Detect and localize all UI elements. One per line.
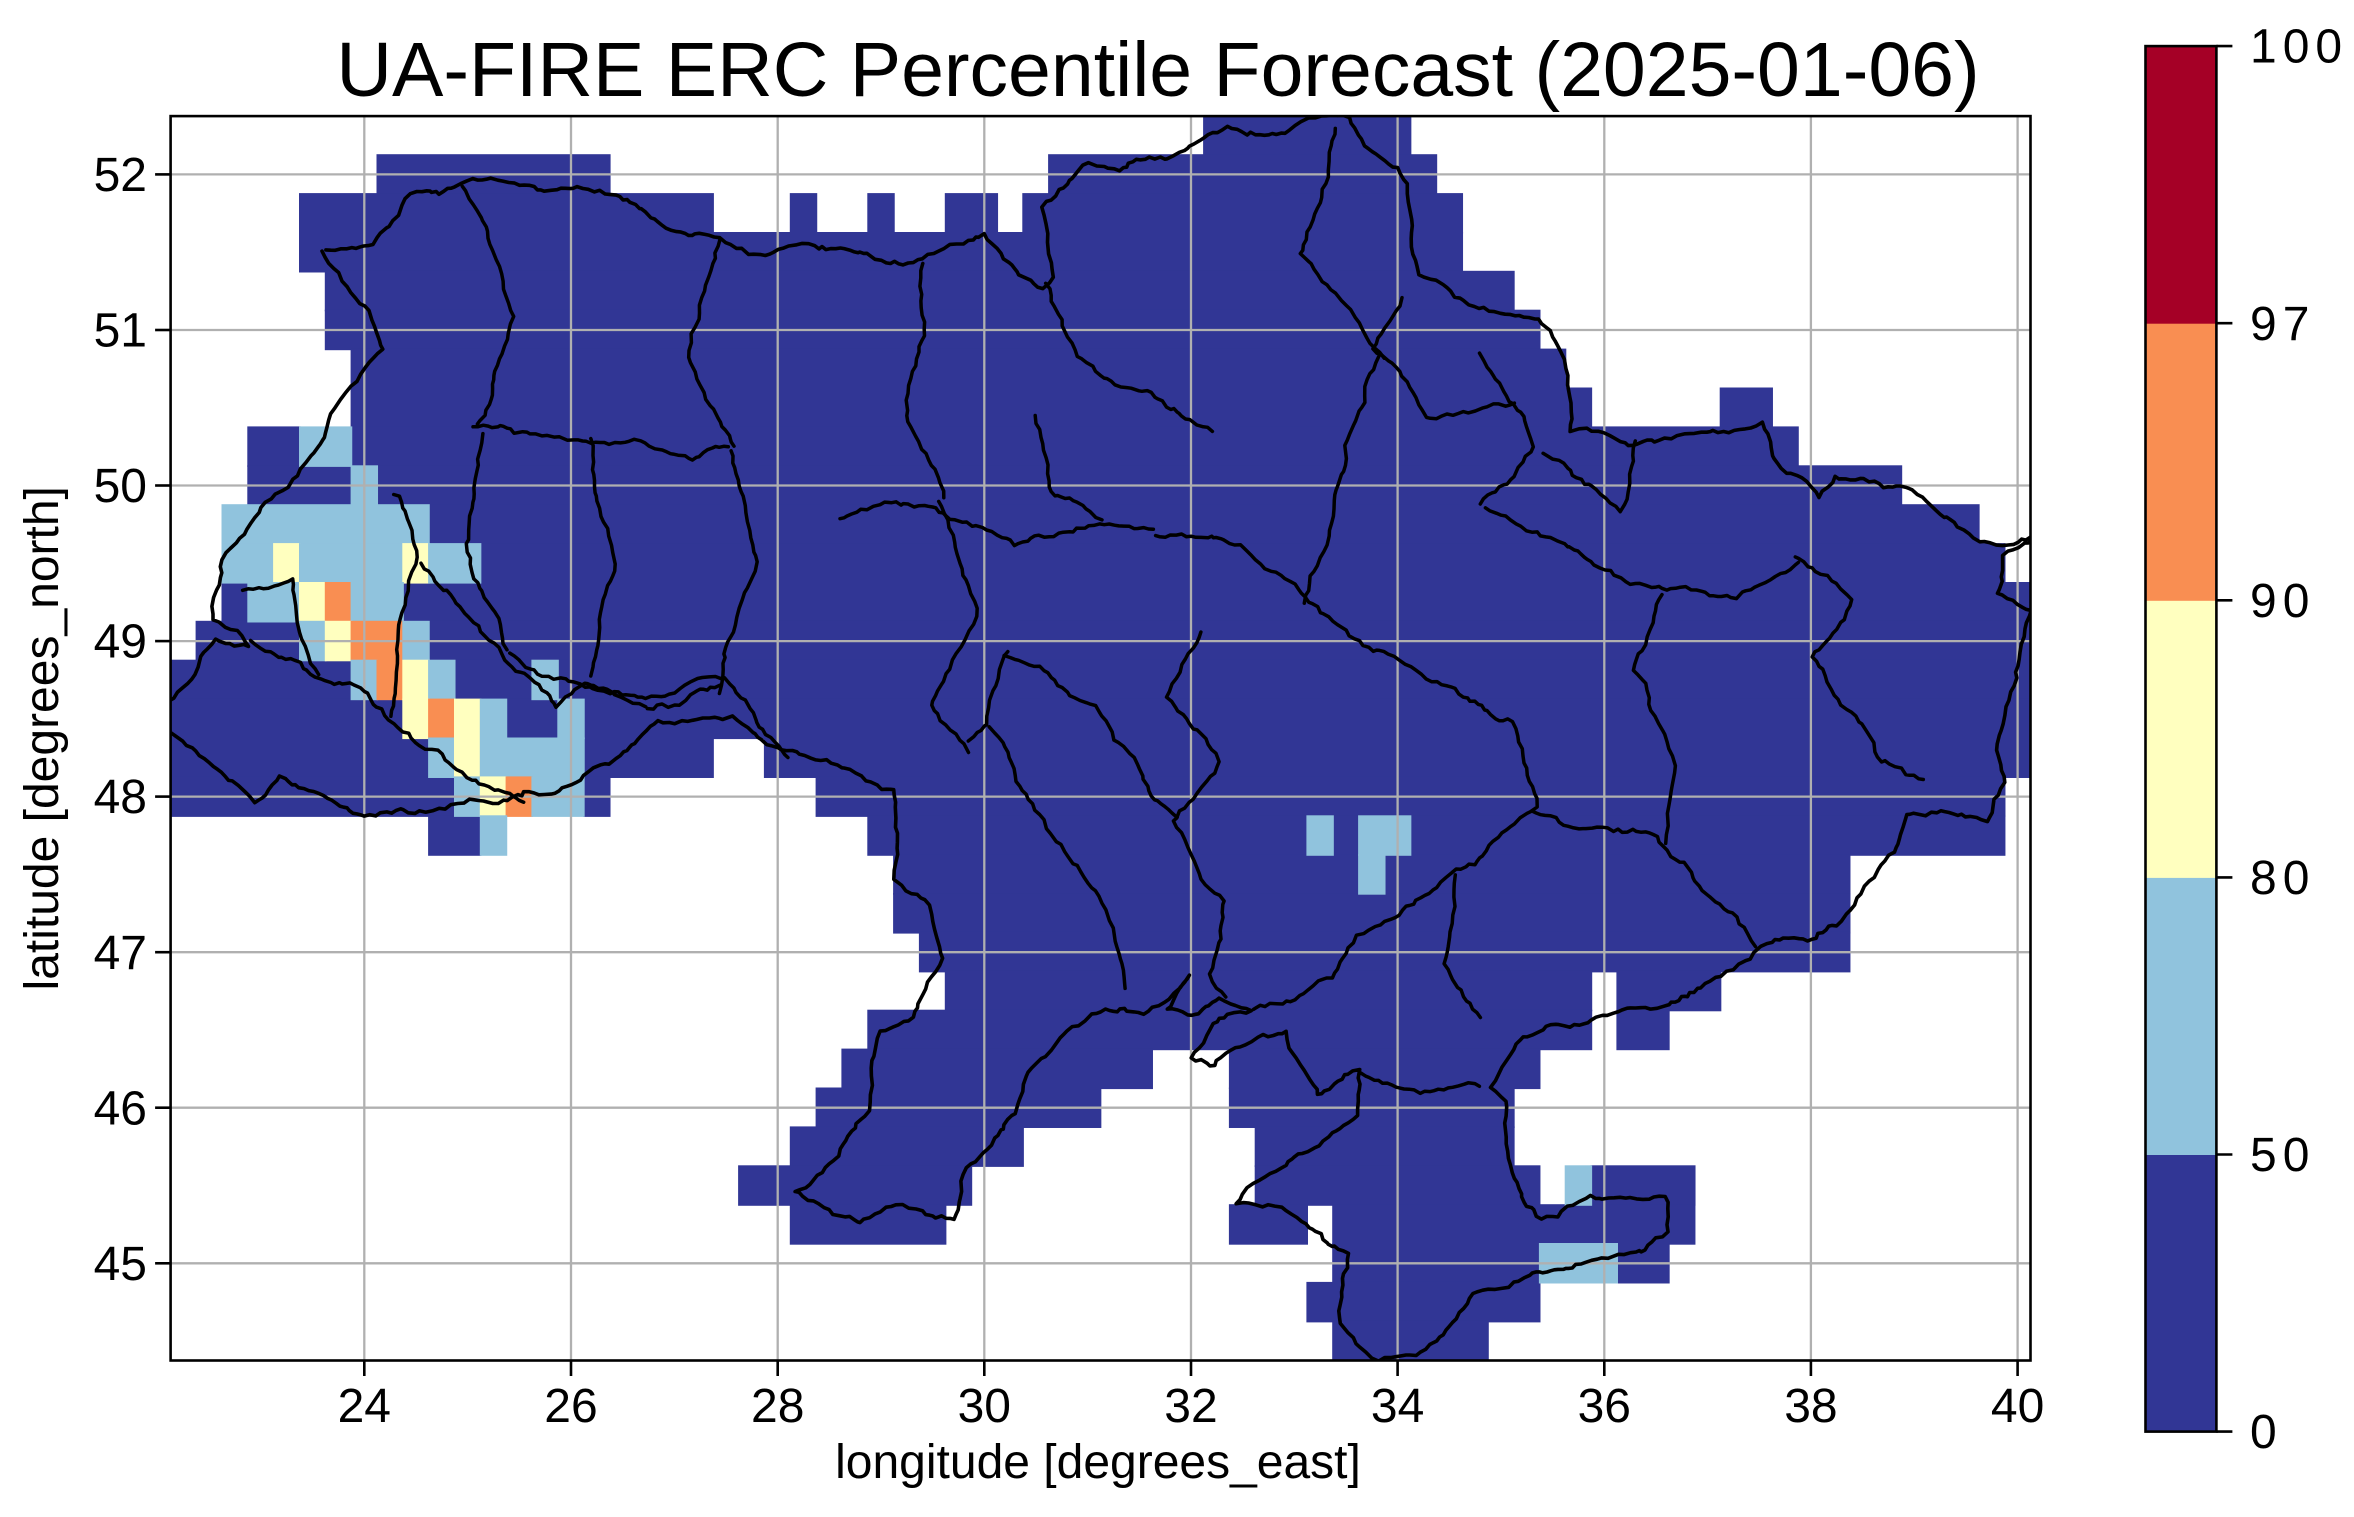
svg-text:36: 36 (1578, 1380, 1631, 1433)
svg-text:40: 40 (1991, 1380, 2044, 1433)
svg-text:46: 46 (94, 1082, 147, 1135)
svg-text:50: 50 (2250, 1129, 2315, 1182)
svg-text:latitude [degrees_north]: latitude [degrees_north] (16, 486, 69, 990)
svg-text:longitude [degrees_east]: longitude [degrees_east] (835, 1436, 1361, 1489)
svg-text:45: 45 (94, 1238, 147, 1291)
svg-text:100: 100 (2250, 21, 2348, 74)
svg-text:49: 49 (94, 616, 147, 669)
svg-text:90: 90 (2250, 575, 2315, 628)
svg-text:48: 48 (94, 771, 147, 824)
svg-text:38: 38 (1784, 1380, 1837, 1433)
svg-text:28: 28 (751, 1380, 804, 1433)
svg-text:51: 51 (94, 305, 147, 358)
svg-text:52: 52 (94, 149, 147, 202)
svg-text:0: 0 (2250, 1406, 2283, 1459)
svg-text:26: 26 (544, 1380, 597, 1433)
svg-text:UA-FIRE ERC Percentile Forecas: UA-FIRE ERC Percentile Forecast (2025-01… (336, 27, 1979, 113)
svg-text:80: 80 (2250, 852, 2315, 905)
svg-text:50: 50 (94, 460, 147, 513)
svg-text:30: 30 (958, 1380, 1011, 1433)
svg-text:32: 32 (1164, 1380, 1217, 1433)
svg-text:97: 97 (2250, 298, 2315, 351)
svg-text:24: 24 (338, 1380, 391, 1433)
svg-text:47: 47 (94, 927, 147, 980)
svg-text:34: 34 (1371, 1380, 1424, 1433)
